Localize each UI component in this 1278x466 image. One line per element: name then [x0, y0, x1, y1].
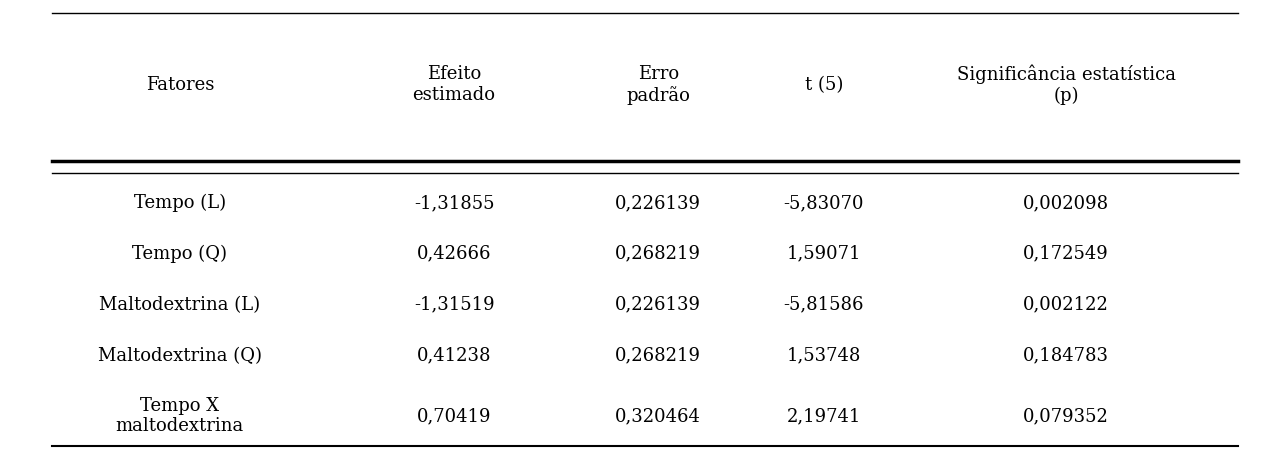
- Text: 2,19741: 2,19741: [787, 407, 861, 425]
- Text: -5,83070: -5,83070: [783, 194, 864, 212]
- Text: -1,31855: -1,31855: [414, 194, 495, 212]
- Text: t (5): t (5): [805, 76, 843, 94]
- Text: 0,268219: 0,268219: [615, 347, 702, 365]
- Text: 0,002098: 0,002098: [1024, 194, 1109, 212]
- Text: 0,42666: 0,42666: [417, 245, 491, 263]
- Text: 0,70419: 0,70419: [417, 407, 491, 425]
- Text: Efeito
estimado: Efeito estimado: [413, 65, 496, 104]
- Text: 0,172549: 0,172549: [1024, 245, 1109, 263]
- Text: Significância estatística
(p): Significância estatística (p): [957, 64, 1176, 105]
- Text: -1,31519: -1,31519: [414, 296, 495, 314]
- Text: 0,320464: 0,320464: [615, 407, 702, 425]
- Text: 0,002122: 0,002122: [1024, 296, 1109, 314]
- Text: Tempo (Q): Tempo (Q): [133, 245, 227, 263]
- Text: 1,59071: 1,59071: [787, 245, 861, 263]
- Text: Fatores: Fatores: [146, 76, 215, 94]
- Text: 0,226139: 0,226139: [615, 296, 702, 314]
- Text: Tempo X
maltodextrina: Tempo X maltodextrina: [116, 397, 244, 435]
- Text: 0,226139: 0,226139: [615, 194, 702, 212]
- Text: Erro
padrão: Erro padrão: [626, 65, 690, 105]
- Text: Tempo (L): Tempo (L): [134, 194, 226, 212]
- Text: -5,81586: -5,81586: [783, 296, 864, 314]
- Text: 0,079352: 0,079352: [1024, 407, 1109, 425]
- Text: Maltodextrina (L): Maltodextrina (L): [100, 296, 261, 314]
- Text: 1,53748: 1,53748: [787, 347, 861, 365]
- Text: Maltodextrina (Q): Maltodextrina (Q): [98, 347, 262, 365]
- Text: 0,184783: 0,184783: [1024, 347, 1109, 365]
- Text: 0,268219: 0,268219: [615, 245, 702, 263]
- Text: 0,41238: 0,41238: [417, 347, 491, 365]
